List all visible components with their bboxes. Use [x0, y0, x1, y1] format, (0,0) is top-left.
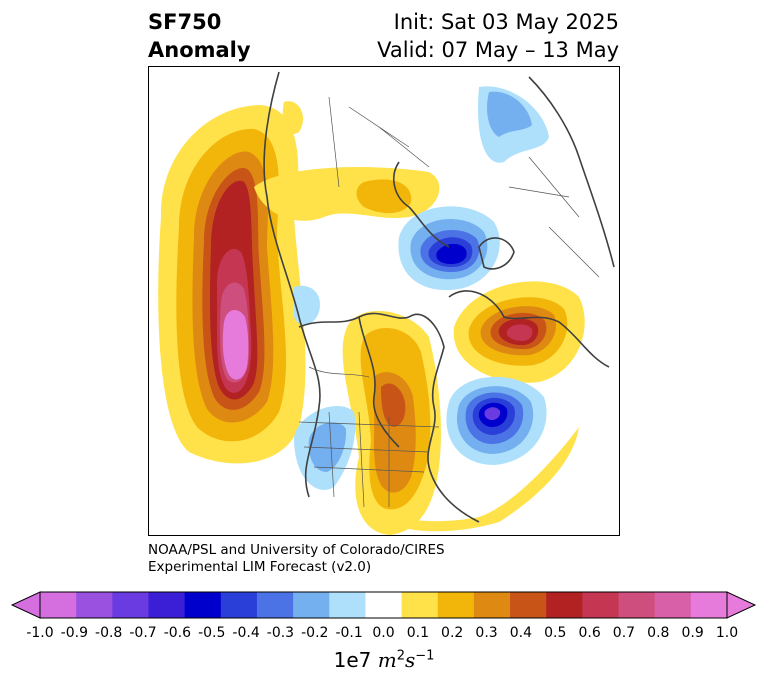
colorbar-segment — [654, 592, 692, 618]
unit-second-exponent: −1 — [415, 648, 435, 664]
valid-range: Valid: 07 May – 13 May — [377, 38, 619, 62]
positive-anomaly-europe — [453, 281, 585, 383]
colorbar-tick-label: -0.2 — [301, 625, 329, 641]
colorbar-segment — [184, 592, 222, 618]
negative-anomaly-atlantic — [446, 376, 547, 465]
colorbar-segment — [148, 592, 186, 618]
credit-text: NOAA/PSL and University of Colorado/CIRE… — [148, 542, 445, 576]
colorbar-segment — [220, 592, 258, 618]
colorbar-tick-label: -0.9 — [60, 625, 89, 641]
colorbar-tick-label: 0.1 — [406, 625, 429, 641]
colorbar-graphic — [10, 591, 757, 619]
colorbar-tick-label: 0.3 — [475, 625, 498, 641]
colorbar-extend-low — [10, 591, 41, 619]
colorbar-tick-label: -0.7 — [129, 625, 157, 641]
negative-anomaly-arctic — [294, 86, 549, 325]
anomaly-map — [158, 71, 615, 535]
colorbar-segment — [293, 592, 330, 618]
colorbar-tick-label: 0.9 — [681, 625, 704, 641]
positive-anomaly-north-america — [342, 310, 579, 535]
colorbar-segment — [546, 592, 583, 618]
colorbar-segment — [618, 592, 656, 618]
colorbar-segment — [76, 592, 113, 618]
colorbar-tick-label: 0.7 — [612, 625, 636, 641]
colorbar-segment — [690, 592, 728, 618]
colorbar-tick-label: 0.2 — [441, 625, 464, 641]
colorbar-segment — [112, 592, 149, 618]
colorbar-segment — [329, 592, 366, 618]
colorbar-segment — [473, 592, 511, 618]
colorbar-tick-label: 0.0 — [372, 625, 395, 641]
title-type: Anomaly — [148, 38, 251, 62]
colorbar-tick-label: -0.3 — [266, 625, 295, 641]
positive-anomaly-pacific — [158, 101, 440, 464]
colorbar-segment — [401, 592, 439, 618]
colorbar-tick-label: -0.5 — [198, 625, 226, 641]
colorbar-tick-label: -0.4 — [232, 625, 260, 641]
colorbar-tick-label: -0.6 — [163, 625, 192, 641]
map-title: SF750 Anomaly — [148, 8, 251, 64]
title-variable: SF750 — [148, 10, 222, 34]
colorbar-tick-label: -1.0 — [26, 625, 54, 641]
colorbar-unit-label: 1e7 m2s−1 — [0, 648, 768, 672]
colorbar-tick-label: 1.0 — [715, 625, 739, 641]
forecast-dates: Init: Sat 03 May 2025 Valid: 07 May – 13… — [377, 8, 619, 64]
colorbar-tick-label: -0.1 — [335, 625, 363, 641]
colorbar-extend-high — [726, 591, 757, 619]
country-borders — [298, 96, 600, 508]
unit-meter: m — [377, 648, 397, 672]
unit-prefix: 1e7 — [333, 648, 372, 672]
credit-line-2: Experimental LIM Forecast (v2.0) — [148, 559, 372, 575]
colorbar-tick-label: -0.8 — [95, 625, 123, 641]
init-date: Init: Sat 03 May 2025 — [393, 10, 619, 34]
map-panel — [148, 66, 620, 536]
unit-meter-exponent: 2 — [396, 648, 405, 664]
colorbar-segment — [40, 592, 77, 618]
colorbar-segment — [437, 592, 475, 618]
colorbar-frame — [39, 591, 728, 619]
colorbar-segment — [365, 592, 403, 618]
credit-line-1: NOAA/PSL and University of Colorado/CIRE… — [148, 542, 445, 558]
colorbar-tick-label: 0.6 — [578, 625, 601, 641]
coastlines — [263, 71, 615, 523]
colorbar-segment — [510, 592, 547, 618]
colorbar — [0, 590, 768, 620]
colorbar-ticks: -1.0 -0.9 -0.8 -0.7 -0.6 -0.5 -0.4 -0.3 -0.2 -0.1… — [0, 625, 768, 645]
unit-second: s — [404, 648, 416, 672]
colorbar-tick-label: 0.8 — [647, 625, 670, 641]
colorbar-segment — [256, 592, 294, 618]
colorbar-tick-label: 0.5 — [544, 625, 567, 641]
colorbar-segment — [582, 592, 620, 618]
colorbar-tick-label: 0.4 — [509, 625, 533, 641]
